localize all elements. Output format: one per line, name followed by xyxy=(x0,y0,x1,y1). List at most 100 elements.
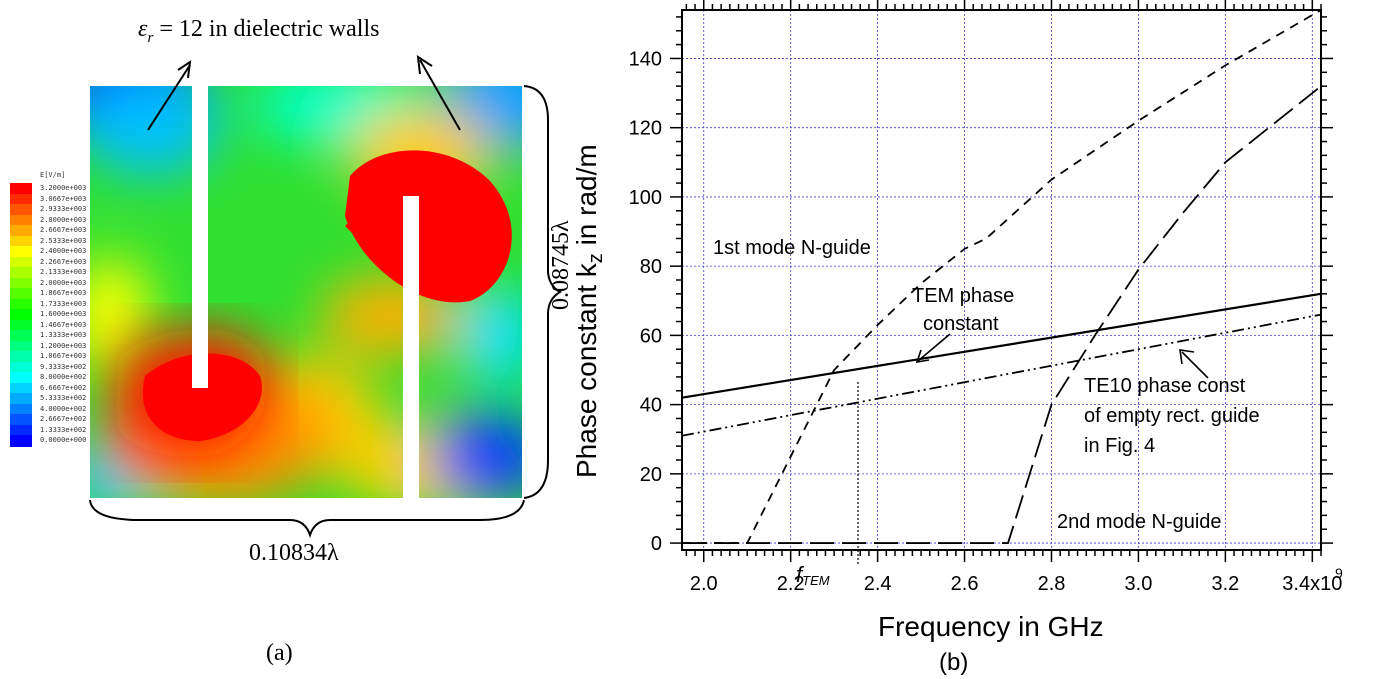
colorbar-label: 2.2667e+003 xyxy=(40,257,87,266)
colorbar-label: 4.0000e+002 xyxy=(40,404,87,413)
colorbar-swatch xyxy=(10,246,32,258)
colorbar-label: 5.3333e+002 xyxy=(40,394,87,402)
width-brace xyxy=(89,499,525,539)
te10-label-line3: in Fig. 4 xyxy=(1084,435,1155,457)
colorbar-label: 1.4667e+003 xyxy=(40,320,87,329)
grid xyxy=(682,10,1321,550)
colorbar-label: 2.0000e+003 xyxy=(40,278,87,287)
x-tick-label: 2.4 xyxy=(864,573,892,595)
x-tick-label: 3.0 xyxy=(1125,573,1153,595)
y-axis-label: Phase constant kz in rad/m xyxy=(571,144,607,478)
colorbar-label: 2.6667e+002 xyxy=(40,415,87,423)
y-tick-labels: 0 20 40 60 80 100 120 140 xyxy=(629,48,662,555)
colorbar-label: 1.3333e+003 xyxy=(40,331,87,339)
colorbar-swatch xyxy=(10,393,32,405)
x-tick-label: 3.2 xyxy=(1211,573,1239,595)
y-tick-label: 20 xyxy=(640,464,662,486)
colorbar-label: 8.0000e+002 xyxy=(40,373,87,381)
colorbar-label: 2.6667e+003 xyxy=(40,226,87,234)
colorbar-label: 2.5333e+003 xyxy=(40,236,87,245)
svg-text:Phase constant kz in rad/m: Phase constant kz in rad/m xyxy=(571,144,607,478)
colorbar-label: 2.4000e+003 xyxy=(40,247,87,255)
dielectric-annotation: εr = 12 in dielectric walls xyxy=(138,16,379,47)
colorbar-swatch xyxy=(10,193,32,206)
f-tem-label: fTEM xyxy=(796,562,830,588)
arrowhead-right xyxy=(416,55,433,75)
colorbar-label: 2.1333e+003 xyxy=(40,268,87,276)
panel-b-label: (b) xyxy=(939,649,968,676)
phase-constant-chart: 2.0 2.2 2.4 2.6 2.8 3.0 3.2 3.4x10 0 20 40 60 80 100… xyxy=(571,0,1343,676)
colorbar-swatch xyxy=(10,382,32,395)
tem-label-line2: constant xyxy=(923,313,999,335)
y-tick-label: 60 xyxy=(640,325,662,347)
te10-label-line1: TE10 phase const xyxy=(1084,375,1246,397)
y-tick-label: 120 xyxy=(629,118,662,140)
series-line xyxy=(682,9,1322,544)
series-group xyxy=(681,9,1322,544)
colorbar-label: 9.3333e+002 xyxy=(40,362,87,371)
colorbar-label: 3.2000e+003 xyxy=(40,184,87,192)
field-heatmap xyxy=(90,86,522,498)
x-tick-label: 2.0 xyxy=(690,573,718,595)
colorbar-swatch xyxy=(10,298,32,311)
width-label: 0.10834λ xyxy=(249,540,339,566)
colorbar-swatch xyxy=(10,277,32,290)
colorbar-swatch xyxy=(10,424,32,437)
colorbar-swatch xyxy=(10,288,32,300)
arrow-left xyxy=(147,64,191,131)
colorbar-label: 2.9333e+003 xyxy=(40,205,87,213)
x-exponent: 9 xyxy=(1335,565,1343,581)
colorbar-label: 3.0667e+003 xyxy=(40,194,87,203)
x-tick-label: 2.2 xyxy=(777,573,805,595)
dielectric-wall-right xyxy=(403,196,419,498)
colorbar-swatch xyxy=(10,372,32,384)
colorbar-swatch xyxy=(10,319,32,332)
series-line xyxy=(681,292,1322,399)
heatmap-svg xyxy=(90,86,522,498)
colorbar-label: 1.8667e+003 xyxy=(40,289,87,297)
colorbar-label: 1.6000e+003 xyxy=(40,310,87,318)
y-tick-label: 140 xyxy=(629,48,662,70)
colorbar-swatch xyxy=(10,435,32,447)
colorbar-label: 1.7333e+003 xyxy=(40,299,87,308)
arrowhead-left xyxy=(177,59,192,79)
colorbar-swatch xyxy=(10,330,32,342)
colorbar-label: 2.8000e+003 xyxy=(40,215,87,224)
colorbar-label: 0.0000e+000 xyxy=(40,436,87,444)
height-brace xyxy=(523,85,562,499)
panel-a-overlay xyxy=(89,55,562,539)
y-tick-label: 100 xyxy=(629,187,662,209)
axis-ticks xyxy=(670,0,1333,562)
x-axis-label: Frequency in GHz xyxy=(878,611,1104,642)
colorbar-swatch xyxy=(10,235,32,248)
x-tick-labels: 2.0 2.2 2.4 2.6 2.8 3.0 3.2 3.4x10 xyxy=(690,573,1343,595)
epsilon-symbol: ε xyxy=(138,16,148,42)
panel-a-label: (a) xyxy=(266,640,293,666)
annotation-text: = 12 in dielectric walls xyxy=(153,16,380,42)
colorbar-swatch xyxy=(10,225,32,237)
colorbar-swatch xyxy=(10,214,32,227)
dielectric-wall-left xyxy=(192,86,208,388)
tem-label-line1: TEM phase xyxy=(912,285,1014,307)
series-line xyxy=(682,85,1322,544)
colorbar-label: 1.3333e+002 xyxy=(40,425,87,434)
x-tick-label: 2.6 xyxy=(951,573,979,595)
colorbar-swatch xyxy=(10,340,32,353)
colorbar-swatch xyxy=(10,309,32,321)
series-line xyxy=(681,313,1322,437)
x-tick-label: 3.4x10 xyxy=(1282,573,1342,595)
colorbar-swatch xyxy=(10,414,32,426)
colorbar-label: 1.2000e+003 xyxy=(40,341,87,350)
colorbar-label: 6.6667e+002 xyxy=(40,383,87,392)
y-tick-label: 40 xyxy=(640,395,662,417)
colorbar-swatch xyxy=(10,351,32,363)
y-tick-label: 0 xyxy=(651,533,662,555)
second-mode-label: 2nd mode N-guide xyxy=(1057,511,1222,533)
epsilon-subscript: r xyxy=(147,29,154,46)
te10-arrow xyxy=(1179,349,1209,379)
colorbar-swatch xyxy=(10,403,32,416)
colorbar-swatch xyxy=(10,183,32,195)
x-tick-label: 2.8 xyxy=(1038,573,1066,595)
first-mode-label: 1st mode N-guide xyxy=(713,237,871,259)
colorbar-title: E[V/m] xyxy=(40,171,66,179)
